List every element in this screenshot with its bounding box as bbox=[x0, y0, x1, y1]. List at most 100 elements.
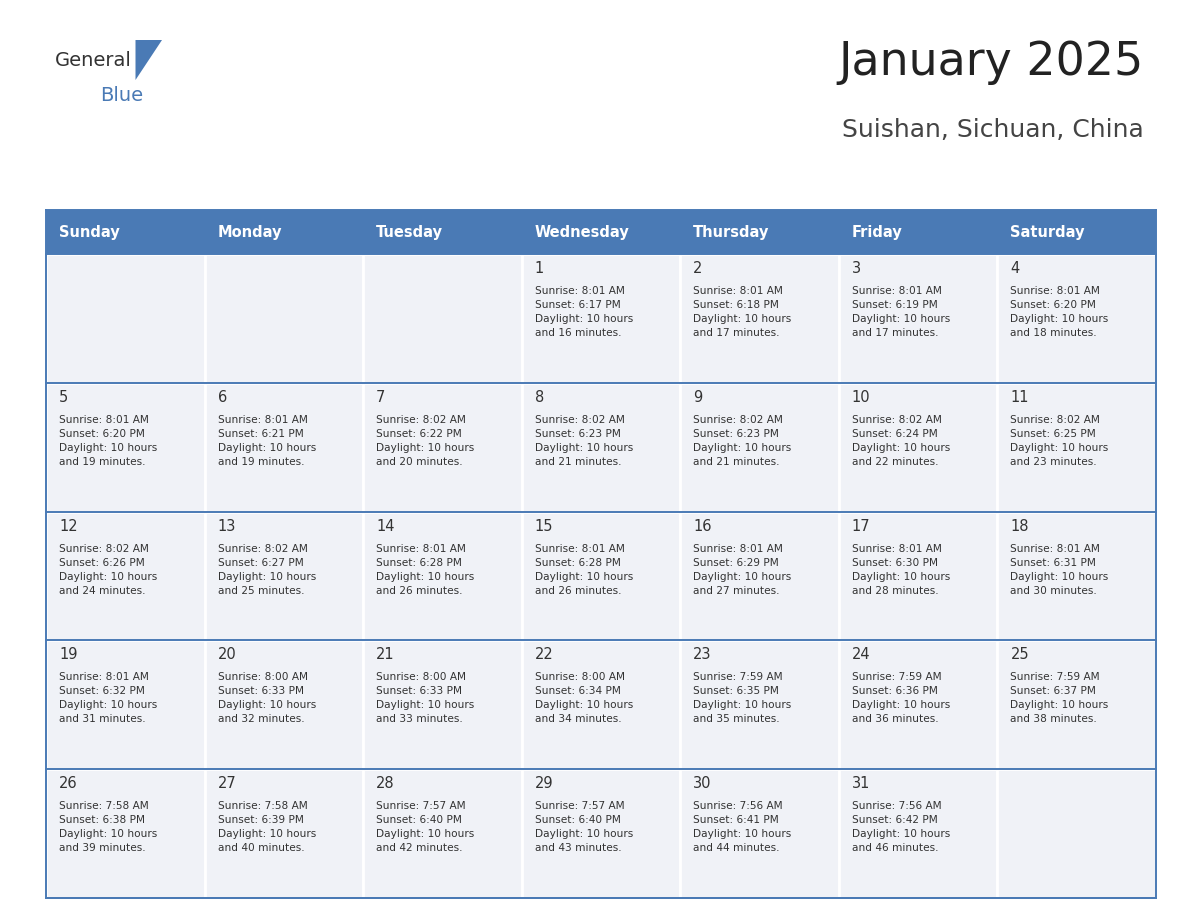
Bar bbox=[998, 641, 1156, 769]
Text: 21: 21 bbox=[377, 647, 394, 663]
Text: Sunrise: 7:56 AM
Sunset: 6:42 PM
Daylight: 10 hours
and 46 minutes.: Sunrise: 7:56 AM Sunset: 6:42 PM Dayligh… bbox=[852, 801, 950, 853]
Text: Sunrise: 8:01 AM
Sunset: 6:18 PM
Daylight: 10 hours
and 17 minutes.: Sunrise: 8:01 AM Sunset: 6:18 PM Dayligh… bbox=[694, 286, 791, 338]
Text: 8: 8 bbox=[535, 390, 544, 405]
Bar bbox=[998, 511, 1156, 641]
Bar bbox=[46, 254, 204, 383]
Bar bbox=[522, 383, 681, 511]
Text: Friday: Friday bbox=[852, 225, 903, 240]
Text: Sunrise: 8:01 AM
Sunset: 6:31 PM
Daylight: 10 hours
and 30 minutes.: Sunrise: 8:01 AM Sunset: 6:31 PM Dayligh… bbox=[1011, 543, 1108, 596]
Text: 20: 20 bbox=[217, 647, 236, 663]
Text: 12: 12 bbox=[59, 519, 77, 533]
Text: Sunrise: 8:02 AM
Sunset: 6:26 PM
Daylight: 10 hours
and 24 minutes.: Sunrise: 8:02 AM Sunset: 6:26 PM Dayligh… bbox=[59, 543, 157, 596]
Text: Sunrise: 8:02 AM
Sunset: 6:25 PM
Daylight: 10 hours
and 23 minutes.: Sunrise: 8:02 AM Sunset: 6:25 PM Dayligh… bbox=[1011, 415, 1108, 466]
Text: 7: 7 bbox=[377, 390, 386, 405]
Text: Sunrise: 8:00 AM
Sunset: 6:33 PM
Daylight: 10 hours
and 32 minutes.: Sunrise: 8:00 AM Sunset: 6:33 PM Dayligh… bbox=[217, 672, 316, 724]
Bar bbox=[681, 254, 839, 383]
Text: 5: 5 bbox=[59, 390, 68, 405]
Text: Sunrise: 8:01 AM
Sunset: 6:20 PM
Daylight: 10 hours
and 18 minutes.: Sunrise: 8:01 AM Sunset: 6:20 PM Dayligh… bbox=[1011, 286, 1108, 338]
Text: 15: 15 bbox=[535, 519, 554, 533]
Text: Sunrise: 7:57 AM
Sunset: 6:40 PM
Daylight: 10 hours
and 43 minutes.: Sunrise: 7:57 AM Sunset: 6:40 PM Dayligh… bbox=[535, 801, 633, 853]
Text: Sunrise: 7:59 AM
Sunset: 6:35 PM
Daylight: 10 hours
and 35 minutes.: Sunrise: 7:59 AM Sunset: 6:35 PM Dayligh… bbox=[694, 672, 791, 724]
Bar bbox=[364, 641, 522, 769]
Text: 16: 16 bbox=[694, 519, 712, 533]
Text: Sunrise: 8:01 AM
Sunset: 6:32 PM
Daylight: 10 hours
and 31 minutes.: Sunrise: 8:01 AM Sunset: 6:32 PM Dayligh… bbox=[59, 672, 157, 724]
Text: 2: 2 bbox=[694, 261, 702, 276]
Text: 1: 1 bbox=[535, 261, 544, 276]
Polygon shape bbox=[135, 40, 162, 80]
Text: Sunrise: 8:01 AM
Sunset: 6:29 PM
Daylight: 10 hours
and 27 minutes.: Sunrise: 8:01 AM Sunset: 6:29 PM Dayligh… bbox=[694, 543, 791, 596]
Text: Sunrise: 7:57 AM
Sunset: 6:40 PM
Daylight: 10 hours
and 42 minutes.: Sunrise: 7:57 AM Sunset: 6:40 PM Dayligh… bbox=[377, 801, 474, 853]
Text: Sunrise: 8:01 AM
Sunset: 6:28 PM
Daylight: 10 hours
and 26 minutes.: Sunrise: 8:01 AM Sunset: 6:28 PM Dayligh… bbox=[377, 543, 474, 596]
Text: 19: 19 bbox=[59, 647, 77, 663]
Bar bbox=[839, 254, 998, 383]
Text: 4: 4 bbox=[1011, 261, 1019, 276]
Text: 11: 11 bbox=[1011, 390, 1029, 405]
Text: Sunrise: 8:01 AM
Sunset: 6:28 PM
Daylight: 10 hours
and 26 minutes.: Sunrise: 8:01 AM Sunset: 6:28 PM Dayligh… bbox=[535, 543, 633, 596]
Text: 9: 9 bbox=[694, 390, 702, 405]
Bar bbox=[364, 210, 522, 254]
Bar bbox=[46, 511, 204, 641]
Text: Sunrise: 8:00 AM
Sunset: 6:34 PM
Daylight: 10 hours
and 34 minutes.: Sunrise: 8:00 AM Sunset: 6:34 PM Dayligh… bbox=[535, 672, 633, 724]
Text: Sunrise: 8:02 AM
Sunset: 6:24 PM
Daylight: 10 hours
and 22 minutes.: Sunrise: 8:02 AM Sunset: 6:24 PM Dayligh… bbox=[852, 415, 950, 466]
Bar bbox=[998, 210, 1156, 254]
Text: 14: 14 bbox=[377, 519, 394, 533]
Bar bbox=[204, 641, 364, 769]
Text: 30: 30 bbox=[694, 777, 712, 791]
Text: Monday: Monday bbox=[217, 225, 282, 240]
Bar bbox=[364, 383, 522, 511]
Bar bbox=[46, 641, 204, 769]
Bar bbox=[839, 210, 998, 254]
Bar bbox=[46, 383, 204, 511]
Bar bbox=[204, 511, 364, 641]
Text: Sunrise: 7:58 AM
Sunset: 6:38 PM
Daylight: 10 hours
and 39 minutes.: Sunrise: 7:58 AM Sunset: 6:38 PM Dayligh… bbox=[59, 801, 157, 853]
Text: 27: 27 bbox=[217, 777, 236, 791]
Text: Sunrise: 8:02 AM
Sunset: 6:23 PM
Daylight: 10 hours
and 21 minutes.: Sunrise: 8:02 AM Sunset: 6:23 PM Dayligh… bbox=[535, 415, 633, 466]
Text: 6: 6 bbox=[217, 390, 227, 405]
Bar bbox=[46, 769, 204, 898]
Text: Suishan, Sichuan, China: Suishan, Sichuan, China bbox=[842, 118, 1144, 142]
Text: 28: 28 bbox=[377, 777, 394, 791]
Bar bbox=[839, 769, 998, 898]
Text: 23: 23 bbox=[694, 647, 712, 663]
Text: Tuesday: Tuesday bbox=[377, 225, 443, 240]
Bar bbox=[681, 769, 839, 898]
Bar bbox=[522, 511, 681, 641]
Bar bbox=[522, 641, 681, 769]
Text: Sunrise: 8:02 AM
Sunset: 6:22 PM
Daylight: 10 hours
and 20 minutes.: Sunrise: 8:02 AM Sunset: 6:22 PM Dayligh… bbox=[377, 415, 474, 466]
Bar bbox=[839, 511, 998, 641]
Bar bbox=[839, 641, 998, 769]
Bar bbox=[839, 383, 998, 511]
Text: 17: 17 bbox=[852, 519, 871, 533]
Text: 13: 13 bbox=[217, 519, 236, 533]
Bar bbox=[522, 210, 681, 254]
Text: 26: 26 bbox=[59, 777, 77, 791]
Bar bbox=[681, 383, 839, 511]
Text: January 2025: January 2025 bbox=[839, 40, 1144, 85]
Text: Sunrise: 8:02 AM
Sunset: 6:27 PM
Daylight: 10 hours
and 25 minutes.: Sunrise: 8:02 AM Sunset: 6:27 PM Dayligh… bbox=[217, 543, 316, 596]
Bar bbox=[46, 210, 204, 254]
Text: General: General bbox=[55, 50, 132, 70]
Bar bbox=[998, 769, 1156, 898]
Bar bbox=[522, 254, 681, 383]
Text: Sunrise: 7:58 AM
Sunset: 6:39 PM
Daylight: 10 hours
and 40 minutes.: Sunrise: 7:58 AM Sunset: 6:39 PM Dayligh… bbox=[217, 801, 316, 853]
Text: 25: 25 bbox=[1011, 647, 1029, 663]
Bar bbox=[681, 210, 839, 254]
Bar bbox=[998, 254, 1156, 383]
Text: Sunrise: 8:01 AM
Sunset: 6:20 PM
Daylight: 10 hours
and 19 minutes.: Sunrise: 8:01 AM Sunset: 6:20 PM Dayligh… bbox=[59, 415, 157, 466]
Text: Wednesday: Wednesday bbox=[535, 225, 630, 240]
Text: Saturday: Saturday bbox=[1011, 225, 1085, 240]
Text: Sunrise: 7:59 AM
Sunset: 6:36 PM
Daylight: 10 hours
and 36 minutes.: Sunrise: 7:59 AM Sunset: 6:36 PM Dayligh… bbox=[852, 672, 950, 724]
Text: 29: 29 bbox=[535, 777, 554, 791]
Bar bbox=[522, 769, 681, 898]
Bar bbox=[204, 254, 364, 383]
Bar bbox=[204, 210, 364, 254]
Bar bbox=[204, 383, 364, 511]
Text: Sunrise: 8:02 AM
Sunset: 6:23 PM
Daylight: 10 hours
and 21 minutes.: Sunrise: 8:02 AM Sunset: 6:23 PM Dayligh… bbox=[694, 415, 791, 466]
Bar bbox=[998, 383, 1156, 511]
Text: 10: 10 bbox=[852, 390, 871, 405]
Text: Blue: Blue bbox=[100, 86, 143, 106]
Bar bbox=[364, 511, 522, 641]
Text: 18: 18 bbox=[1011, 519, 1029, 533]
Text: 31: 31 bbox=[852, 777, 871, 791]
Bar bbox=[364, 254, 522, 383]
